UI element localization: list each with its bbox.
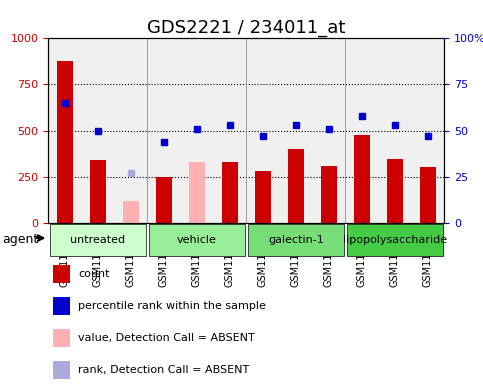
Text: vehicle: vehicle [177, 235, 217, 245]
Bar [255, 171, 271, 223]
Bar [53, 361, 70, 379]
FancyBboxPatch shape [50, 224, 146, 256]
Text: lipopolysaccharide: lipopolysaccharide [343, 235, 447, 245]
Text: rank, Detection Call = ABSENT: rank, Detection Call = ABSENT [78, 365, 249, 375]
Text: percentile rank within the sample: percentile rank within the sample [78, 301, 266, 311]
Text: untreated: untreated [70, 235, 126, 245]
Bar [89, 160, 106, 223]
Bar [188, 162, 205, 223]
Bar [53, 297, 70, 315]
Bar [321, 166, 337, 223]
Bar [420, 167, 436, 223]
Bar [53, 265, 70, 283]
Bar [386, 159, 403, 223]
Text: galectin-1: galectin-1 [268, 235, 324, 245]
FancyBboxPatch shape [149, 224, 245, 256]
Bar [287, 149, 304, 223]
Bar [156, 177, 172, 223]
Text: value, Detection Call = ABSENT: value, Detection Call = ABSENT [78, 333, 255, 343]
Bar [53, 329, 70, 347]
Title: GDS2221 / 234011_at: GDS2221 / 234011_at [147, 19, 345, 37]
FancyBboxPatch shape [248, 224, 344, 256]
Text: count: count [78, 269, 110, 279]
Bar [354, 135, 370, 223]
Bar [57, 61, 73, 223]
Bar [123, 200, 139, 223]
Bar [222, 162, 238, 223]
Text: agent: agent [2, 233, 39, 247]
FancyBboxPatch shape [347, 224, 443, 256]
